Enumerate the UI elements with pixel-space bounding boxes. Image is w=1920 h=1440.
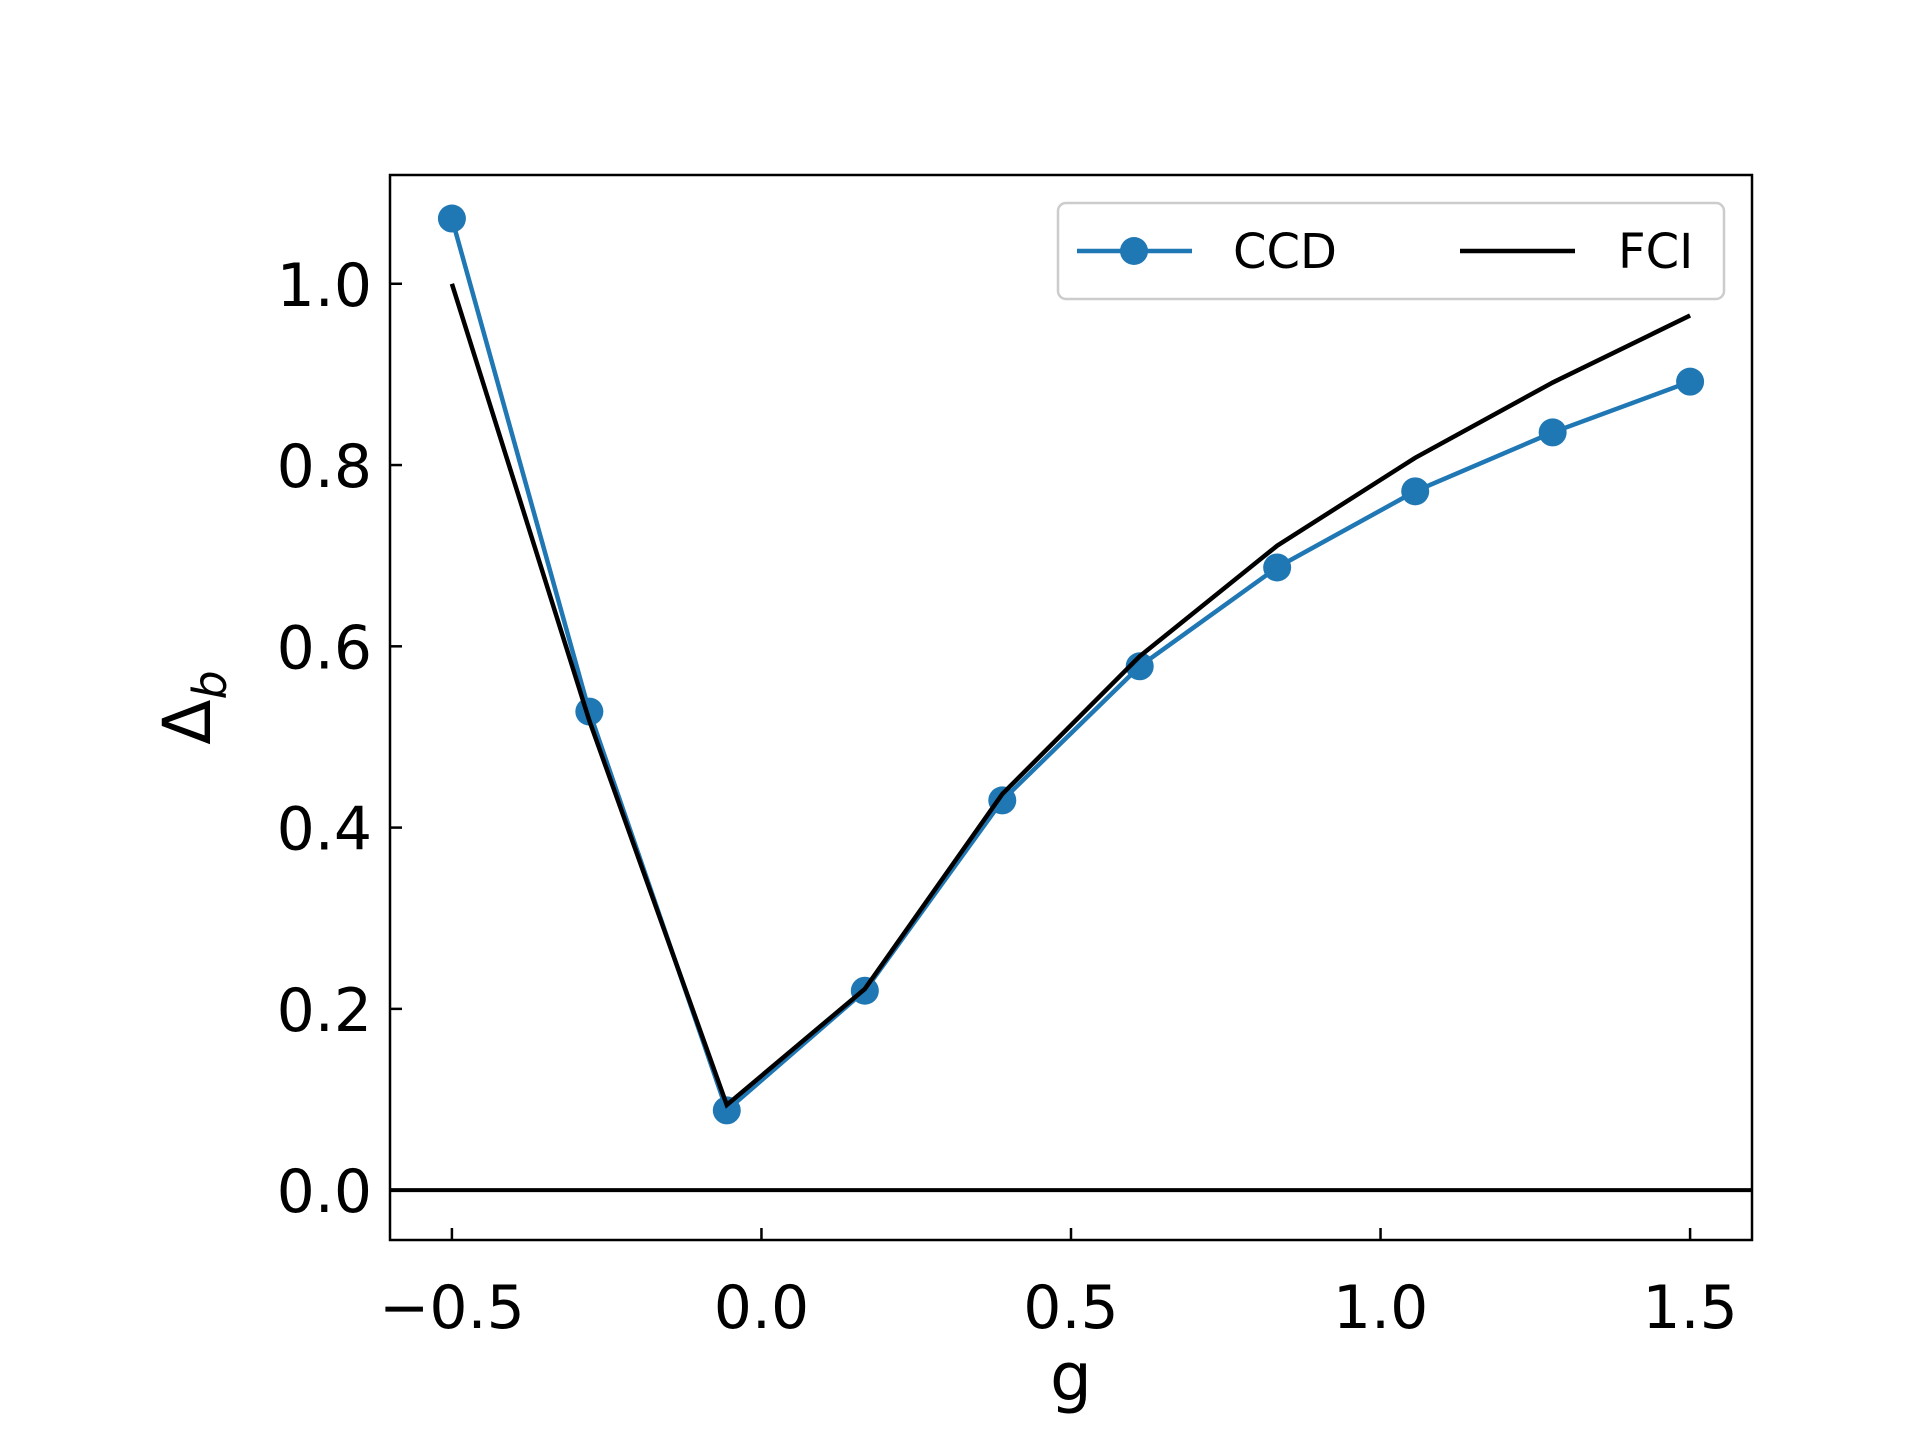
fci-series-line [449, 283, 1692, 1109]
x-tick-label: 1.5 [1642, 1273, 1737, 1343]
plot-content [390, 204, 1752, 1193]
ccd-data-point [1263, 553, 1292, 582]
ccd-data-point [1401, 477, 1430, 506]
y-tick-label: 0.0 [277, 1157, 372, 1227]
x-tick-label: −0.5 [379, 1273, 525, 1343]
y-axis-label: Δb [149, 670, 237, 744]
y-tick-label: 0.6 [277, 613, 372, 683]
legend: CCD FCI [1056, 201, 1726, 301]
y-tick-label: 1.0 [277, 251, 372, 321]
y-tick-label: 0.8 [277, 432, 372, 502]
y-tick-label: 0.4 [277, 795, 372, 865]
ccd-series-line [449, 217, 1691, 1115]
y-tick-label: 0.2 [277, 976, 372, 1046]
legend-ccd-marker [1120, 237, 1148, 265]
ccd-data-point [437, 204, 466, 233]
ccd-data-point [1538, 418, 1567, 447]
x-tick-label: 1.0 [1333, 1273, 1428, 1343]
ccd-data-point [1125, 652, 1154, 681]
x-tick-label: 0.5 [1023, 1273, 1118, 1343]
legend-fci-label: FCI [1618, 224, 1693, 280]
ccd-data-point [712, 1096, 741, 1125]
plot-area [390, 204, 1752, 1193]
legend-ccd-label: CCD [1233, 224, 1337, 280]
legend-box [1056, 201, 1726, 301]
x-axis-label: g [1050, 1339, 1092, 1416]
y-axis-label-symbol: Δ [149, 700, 226, 745]
ccd-data-point [1676, 367, 1705, 396]
y-axis-label-subscript: b [183, 670, 237, 699]
x-tick-label: 0.0 [714, 1273, 809, 1343]
